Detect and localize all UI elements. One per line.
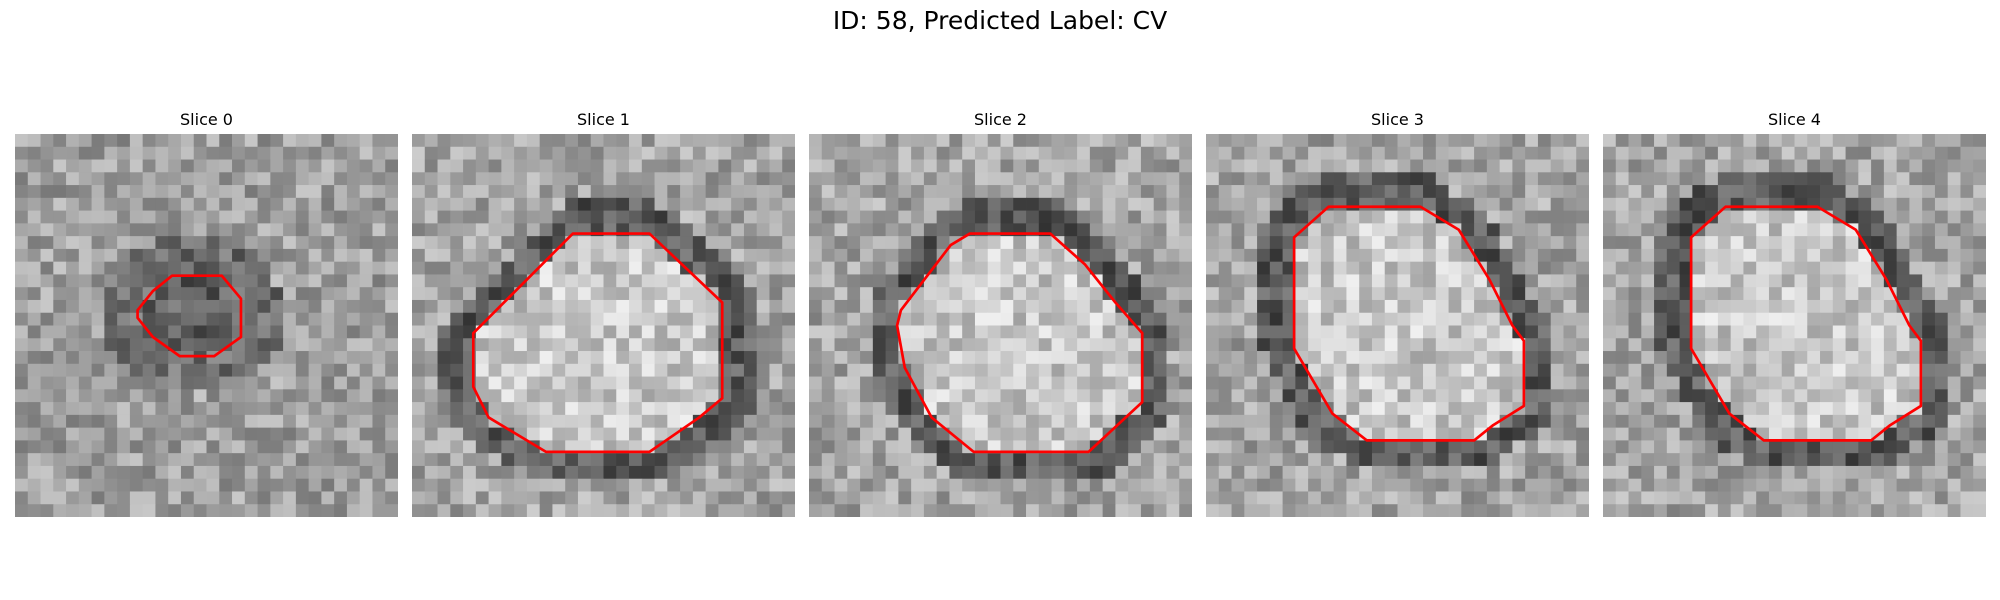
slice-image-3 bbox=[1206, 134, 1589, 517]
segmentation-contour bbox=[136, 274, 243, 358]
panel-title-1: Slice 1 bbox=[577, 110, 630, 129]
slice-image-1 bbox=[412, 134, 795, 517]
panel-title-3: Slice 3 bbox=[1371, 110, 1424, 129]
pixel-grid bbox=[1206, 134, 1589, 517]
panel-title-4: Slice 4 bbox=[1768, 110, 1821, 129]
pixel-grid bbox=[809, 134, 1192, 517]
pixel-grid bbox=[1603, 134, 1986, 517]
pixel-grid bbox=[412, 134, 795, 517]
slice-image-0 bbox=[15, 134, 398, 517]
segmentation-contour bbox=[1292, 205, 1526, 442]
pixel-grid bbox=[15, 134, 398, 517]
segmentation-contour bbox=[471, 232, 724, 454]
figure-title: ID: 58, Predicted Label: CV bbox=[832, 6, 1168, 35]
segmentation-contour bbox=[895, 232, 1144, 454]
slice-image-4 bbox=[1603, 134, 1986, 517]
slice-image-2 bbox=[809, 134, 1192, 517]
panel-title-2: Slice 2 bbox=[974, 110, 1027, 129]
segmentation-contour bbox=[1689, 205, 1923, 442]
panel-title-0: Slice 0 bbox=[180, 110, 233, 129]
